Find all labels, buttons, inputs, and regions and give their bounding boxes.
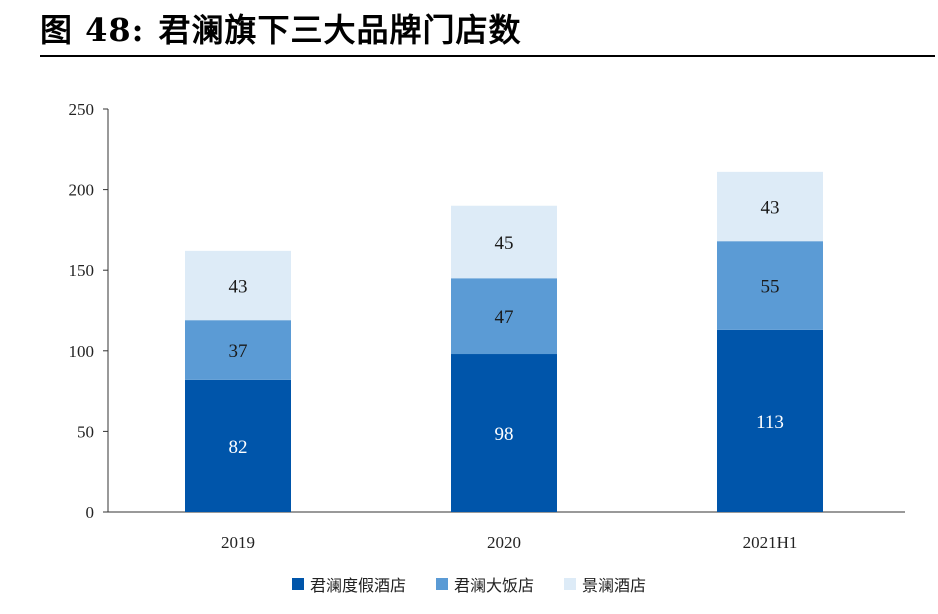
y-tick-label: 50 — [77, 422, 94, 441]
legend-swatch — [564, 578, 576, 590]
y-tick-label: 250 — [69, 100, 95, 119]
legend-swatch — [435, 578, 448, 590]
bar-segment — [717, 329, 823, 512]
legend-label: 君澜度假酒店 — [309, 576, 406, 595]
y-tick-label: 200 — [69, 181, 95, 200]
x-tick-label: 2019 — [221, 533, 255, 552]
data-label: 82 — [229, 437, 248, 458]
bar-segment — [185, 379, 291, 512]
title-underline — [40, 55, 935, 57]
legend-label: 君澜大饭店 — [453, 576, 534, 595]
data-label: 45 — [495, 233, 514, 254]
data-label: 43 — [761, 198, 780, 219]
data-label: 37 — [229, 341, 248, 362]
data-label: 98 — [495, 424, 514, 445]
y-tick-label: 150 — [69, 261, 95, 280]
chart-legend: 君澜度假酒店 君澜大饭店 景澜酒店 — [0, 572, 938, 596]
legend-item: 景澜酒店 — [564, 572, 646, 596]
bar-segment — [717, 241, 823, 330]
x-tick-label: 2020 — [487, 533, 521, 552]
bar-segment — [451, 205, 557, 279]
legend-item: 君澜大饭店 — [435, 572, 534, 596]
legend-swatch — [291, 578, 304, 590]
bar-segment — [451, 278, 557, 355]
bar-segment — [451, 354, 557, 512]
legend-item: 君澜度假酒店 — [291, 572, 406, 596]
y-tick-label: 100 — [69, 342, 95, 361]
y-tick-label: 0 — [86, 503, 95, 522]
data-label: 47 — [495, 307, 514, 328]
bar-segment — [185, 250, 291, 321]
stacked-bar-chart: 0 50 100 150 200 250 82 37 43 2019 98 47 45 2020 113 55… — [69, 100, 905, 552]
figure-title: 图 48: 君澜旗下三大品牌门店数 — [40, 6, 522, 50]
figure-number: 图 48: — [40, 11, 145, 49]
bar-segment — [717, 171, 823, 242]
chart-title: 君澜旗下三大品牌门店数 — [158, 11, 522, 49]
data-label: 55 — [761, 277, 780, 298]
data-label: 113 — [756, 412, 784, 433]
legend-label: 景澜酒店 — [582, 576, 647, 595]
x-tick-label: 2021H1 — [743, 533, 798, 552]
data-label: 43 — [229, 277, 248, 298]
bar-segment — [185, 320, 291, 380]
